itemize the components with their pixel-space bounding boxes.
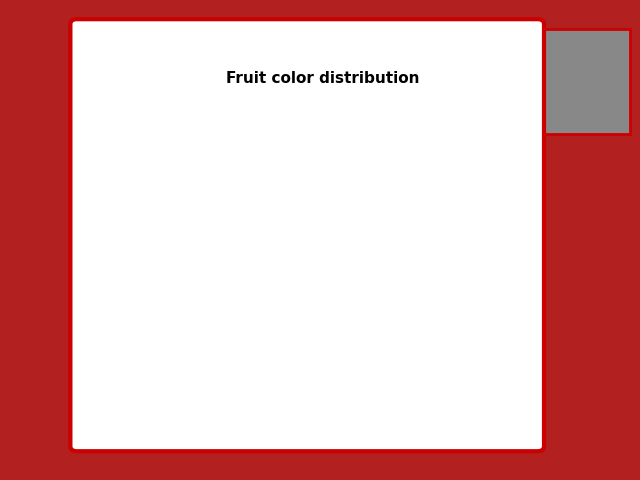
Bar bbox=[318, 389, 335, 398]
Bar bbox=[266, 235, 283, 369]
Bar bbox=[292, 389, 309, 398]
Bar bbox=[119, 101, 136, 226]
Bar bbox=[344, 98, 360, 116]
Bar bbox=[196, 148, 213, 294]
Bar bbox=[440, 133, 456, 264]
Bar bbox=[145, 393, 162, 398]
Bar bbox=[370, 276, 387, 351]
Bar bbox=[223, 393, 239, 398]
Bar bbox=[491, 389, 508, 398]
Bar bbox=[344, 136, 360, 270]
Bar bbox=[266, 145, 283, 235]
Bar bbox=[344, 389, 360, 398]
Bar bbox=[196, 393, 213, 398]
Text: Fruit color distribution: Fruit color distribution bbox=[227, 72, 420, 86]
Bar bbox=[266, 384, 283, 398]
Bar bbox=[491, 226, 508, 389]
Bar bbox=[171, 217, 188, 354]
Bar bbox=[370, 351, 387, 389]
Bar bbox=[465, 389, 482, 398]
Bar bbox=[344, 270, 360, 389]
Bar bbox=[119, 309, 136, 389]
Bar bbox=[370, 389, 387, 398]
Bar bbox=[223, 372, 239, 393]
Bar bbox=[145, 238, 162, 369]
Bar bbox=[171, 354, 188, 393]
Bar bbox=[223, 175, 239, 250]
Bar bbox=[413, 363, 430, 389]
Bar bbox=[223, 101, 239, 175]
Bar bbox=[413, 232, 430, 363]
Bar bbox=[318, 125, 335, 160]
Bar bbox=[266, 98, 283, 145]
Bar bbox=[344, 116, 360, 136]
Bar bbox=[196, 294, 213, 393]
Bar bbox=[119, 226, 136, 309]
Bar bbox=[517, 324, 534, 389]
Bar bbox=[465, 121, 482, 232]
Bar bbox=[145, 101, 162, 160]
Bar bbox=[465, 232, 482, 389]
Bar bbox=[318, 98, 335, 125]
Bar bbox=[517, 181, 534, 324]
Bar bbox=[318, 160, 335, 315]
Bar bbox=[370, 98, 387, 178]
Bar bbox=[119, 389, 136, 398]
Bar bbox=[171, 393, 188, 398]
Bar bbox=[413, 389, 430, 398]
Bar bbox=[145, 160, 162, 238]
Bar bbox=[292, 131, 309, 178]
Bar bbox=[517, 389, 534, 398]
Bar bbox=[491, 116, 508, 226]
Legend: XX Fanzy, X Fanzy, Fanzy, No1, Utility: XX Fanzy, X Fanzy, Fanzy, No1, Utility bbox=[108, 16, 365, 34]
Bar bbox=[171, 101, 188, 145]
Bar bbox=[292, 324, 309, 389]
Bar bbox=[196, 116, 213, 148]
Bar bbox=[196, 101, 213, 116]
Bar bbox=[145, 369, 162, 393]
Bar bbox=[370, 178, 387, 276]
Bar bbox=[266, 369, 283, 384]
Bar bbox=[292, 178, 309, 324]
Bar bbox=[223, 250, 239, 372]
Bar bbox=[292, 98, 309, 131]
Bar bbox=[318, 315, 335, 389]
Bar bbox=[440, 264, 456, 389]
Bar bbox=[440, 389, 456, 398]
Bar bbox=[171, 145, 188, 217]
